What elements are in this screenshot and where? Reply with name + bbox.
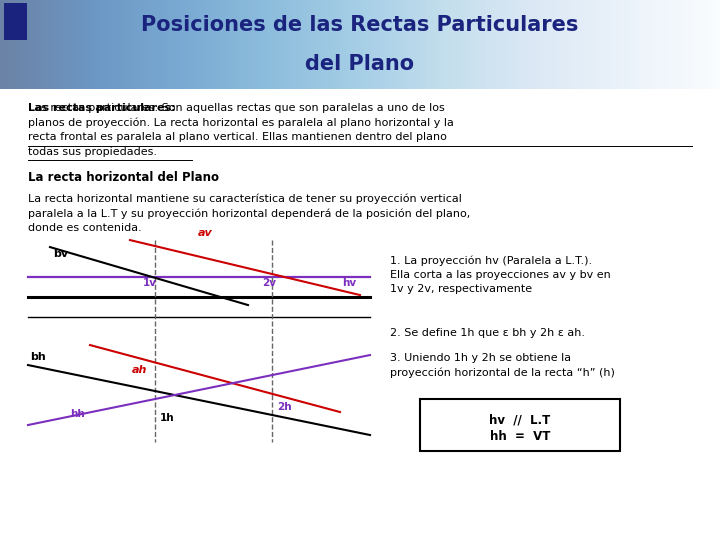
Text: av: av xyxy=(198,228,212,238)
Bar xyxy=(4,3,27,40)
Text: 1. La proyección hv (Paralela a L.T.).
Ella corta a las proyecciones av y bv en
: 1. La proyección hv (Paralela a L.T.). E… xyxy=(390,255,611,294)
Text: 2h: 2h xyxy=(277,402,292,412)
Text: 1h: 1h xyxy=(160,413,175,423)
Text: todas sus propiedades.: todas sus propiedades. xyxy=(28,146,157,157)
Text: 3. Uniendo 1h y 2h se obtiene la
proyección horizontal de la recta “h” (h): 3. Uniendo 1h y 2h se obtiene la proyecc… xyxy=(390,353,615,377)
Text: paralela a la L.T y su proyección horizontal dependerá de la posición del plano,: paralela a la L.T y su proyección horizo… xyxy=(28,208,470,219)
Text: 2v: 2v xyxy=(262,278,276,288)
Text: hv: hv xyxy=(342,278,356,288)
Text: hv  //  L.T: hv // L.T xyxy=(490,413,551,426)
Text: donde es contenida.: donde es contenida. xyxy=(28,222,142,233)
Text: Las rectas particulares:: Las rectas particulares: xyxy=(28,103,176,113)
Text: ah: ah xyxy=(132,365,148,375)
Text: bv: bv xyxy=(53,249,68,259)
Text: La recta horizontal del Plano: La recta horizontal del Plano xyxy=(28,171,219,184)
Text: planos de proyección. La recta horizontal es paralela al plano horizontal y la: planos de proyección. La recta horizonta… xyxy=(28,118,454,128)
Text: Posiciones de las Rectas Particulares: Posiciones de las Rectas Particulares xyxy=(141,15,579,35)
Text: La recta horizontal mantiene su característica de tener su proyección vertical: La recta horizontal mantiene su caracter… xyxy=(28,193,462,204)
Text: hh  =  VT: hh = VT xyxy=(490,430,550,443)
Text: del Plano: del Plano xyxy=(305,54,415,74)
Text: 2. Se define 1h que ε bh y 2h ε ah.: 2. Se define 1h que ε bh y 2h ε ah. xyxy=(390,328,585,338)
Bar xyxy=(420,399,620,451)
Text: bh: bh xyxy=(30,352,46,362)
Text: Las rectas particulares: Son aquellas rectas que son paralelas a uno de los: Las rectas particulares: Son aquellas re… xyxy=(28,103,445,113)
Text: 1v: 1v xyxy=(143,278,157,288)
Text: recta frontal es paralela al plano vertical. Ellas mantienen dentro del plano: recta frontal es paralela al plano verti… xyxy=(28,132,447,142)
Text: hh: hh xyxy=(70,409,85,419)
